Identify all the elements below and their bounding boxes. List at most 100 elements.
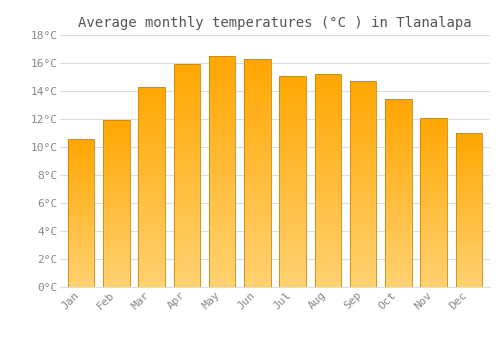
Bar [209,79,236,84]
Bar [68,213,94,216]
Bar [68,216,94,219]
Bar [68,245,94,248]
Bar [209,190,236,195]
Bar [314,206,341,210]
Bar [314,163,341,168]
Bar [280,186,306,190]
Bar [138,259,165,263]
Bar [420,239,447,243]
Bar [314,159,341,163]
Bar [244,214,270,218]
Bar [209,56,236,61]
Bar [209,218,236,222]
Bar [350,155,376,159]
Bar [68,225,94,228]
Bar [420,189,447,192]
Bar [68,231,94,233]
Bar [314,189,341,193]
Bar [174,149,200,153]
Bar [280,198,306,202]
Bar [244,59,270,287]
Bar [456,204,482,207]
Bar [244,241,270,246]
Bar [350,151,376,155]
Bar [103,167,130,170]
Bar [103,267,130,270]
Bar [244,127,270,132]
Bar [280,262,306,266]
Bar [280,270,306,274]
Bar [103,250,130,254]
Bar [174,64,200,69]
Bar [385,208,411,212]
Bar [209,130,236,134]
Bar [280,97,306,101]
Bar [314,236,341,240]
Bar [209,134,236,139]
Bar [280,118,306,122]
Bar [209,222,236,227]
Bar [174,180,200,184]
Bar [138,159,165,163]
Bar [420,134,447,138]
Bar [350,93,376,98]
Bar [350,254,376,258]
Bar [68,222,94,225]
Bar [174,109,200,113]
Bar [385,114,411,118]
Bar [244,173,270,177]
Bar [456,158,482,161]
Bar [138,91,165,95]
Bar [68,254,94,257]
Bar [385,118,411,122]
Bar [68,257,94,260]
Bar [244,118,270,123]
Bar [420,219,447,223]
Bar [103,284,130,287]
Bar [68,204,94,207]
Bar [456,216,482,219]
Bar [420,199,447,202]
Bar [420,277,447,280]
Bar [420,128,447,131]
Bar [174,171,200,176]
Bar [103,127,130,131]
Bar [138,255,165,259]
Bar [385,238,411,242]
Bar [456,250,482,253]
Bar [174,256,200,260]
Bar [174,233,200,238]
Bar [350,81,376,85]
Bar [280,257,306,262]
Bar [174,122,200,127]
Bar [280,274,306,279]
Bar [420,260,447,263]
Bar [103,177,130,180]
Bar [103,120,130,287]
Bar [314,91,341,96]
Bar [103,270,130,274]
Bar [420,172,447,175]
Bar [174,153,200,158]
Bar [456,213,482,216]
Bar [68,243,94,245]
Bar [68,198,94,201]
Bar [138,119,165,123]
Bar [456,259,482,262]
Bar [314,78,341,83]
Bar [138,215,165,219]
Bar [456,164,482,167]
Bar [138,183,165,187]
Bar [456,182,482,186]
Bar [244,205,270,209]
Bar [103,170,130,174]
Bar [420,226,447,229]
Bar [420,216,447,219]
Bar [420,206,447,209]
Bar [456,268,482,272]
Bar [138,111,165,115]
Bar [385,163,411,167]
Bar [385,99,411,103]
Bar [280,232,306,236]
Bar [68,278,94,281]
